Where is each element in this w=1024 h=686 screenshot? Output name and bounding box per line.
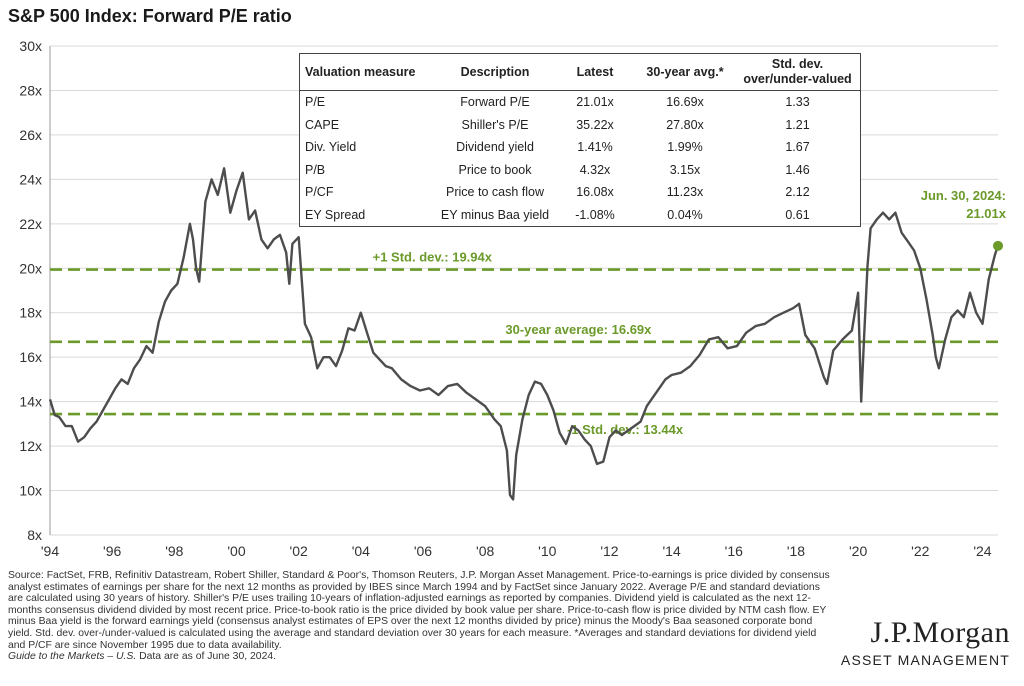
x-tick-label: '24 — [973, 543, 991, 559]
latest-date-label: Jun. 30, 2024: — [921, 188, 1006, 203]
header-std-dev: Std. dev. over/under-valued — [735, 54, 860, 91]
x-tick-label: '06 — [414, 543, 432, 559]
x-tick-label: '02 — [290, 543, 308, 559]
header-std-dev-line2: over/under-valued — [743, 72, 852, 86]
table-cell: 1.21 — [785, 117, 810, 132]
table-cell: 1.67 — [785, 140, 810, 155]
table-cell: Forward P/E — [460, 95, 530, 110]
x-tick-label: '22 — [911, 543, 929, 559]
table-header-row: Valuation measure Description Latest 30-… — [300, 54, 860, 91]
y-tick-label: 14x — [19, 394, 42, 410]
y-tick-label: 12x — [19, 438, 42, 454]
x-tick-label: '04 — [352, 543, 370, 559]
chart-title: S&P 500 Index: Forward P/E ratio — [8, 6, 292, 26]
y-tick-label: 10x — [19, 483, 42, 499]
header-30yr-avg: 30-year avg.* — [635, 54, 735, 91]
table-cell: 27.80x — [666, 117, 704, 132]
valuation-table: Valuation measure Description Latest 30-… — [299, 53, 861, 227]
y-tick-label: 26x — [19, 127, 42, 143]
latest-value-dot — [993, 240, 1003, 251]
jpmorgan-logo: J.P.Morgan ASSET MANAGEMENT — [841, 616, 1010, 668]
latest-value-label: 21.01x — [966, 206, 1007, 221]
x-tick-label: '96 — [103, 543, 121, 559]
table-cell: Price to cash flow — [446, 185, 544, 200]
table-cell: 1.99% — [667, 140, 703, 155]
table-cell: 11.23x — [666, 185, 704, 200]
x-tick-label: '14 — [663, 543, 681, 559]
table-cell: 1.33 — [785, 95, 810, 110]
table-row: EY Spread EY minus Baa yield -1.08% 0.04% 0.… — [300, 204, 860, 227]
table-cell: 0.61 — [785, 207, 810, 222]
table-cell: EY Spread — [305, 207, 366, 222]
table-cell: -1.08% — [575, 207, 615, 222]
header-latest: Latest — [555, 54, 635, 91]
table-cell: 21.01x — [576, 95, 614, 110]
table-row: P/CF Price to cash flow 16.08x 11.23x 2.12 — [300, 181, 860, 204]
x-tick-label: '16 — [725, 543, 743, 559]
y-tick-label: 28x — [19, 82, 42, 98]
annotation-layer: Jun. 30, 2024: 21.01x — [921, 188, 1007, 251]
table-cell: 2.12 — [785, 185, 810, 200]
table-row: P/E Forward P/E 21.01x 16.69x 1.33 — [300, 91, 860, 114]
y-tick-label: 24x — [19, 171, 42, 187]
table-cell: 1.46 — [785, 162, 810, 177]
table-cell: 3.15x — [669, 162, 701, 177]
x-tick-label: '08 — [476, 543, 494, 559]
table-cell: Price to book — [458, 162, 532, 177]
logo-name: J.P.Morgan — [870, 616, 1010, 649]
y-tick-label: 22x — [19, 216, 42, 232]
x-axis-ticks: '94 '96 '98 '00 '02 '04 '06 '08 '10 '12 '14 '16 '18 '… — [41, 543, 992, 559]
x-tick-label: '10 — [538, 543, 556, 559]
table-cell: 4.32x — [579, 162, 611, 177]
table-row: CAPE Shiller's P/E 35.22x 27.80x 1.21 — [300, 114, 860, 137]
table-row: Div. Yield Dividend yield 1.41% 1.99% 1.67 — [300, 136, 860, 159]
table-cell: 0.04% — [667, 207, 703, 222]
table-body: P/E Forward P/E 21.01x 16.69x 1.33 CAPE Shille… — [300, 91, 860, 227]
table-cell: P/B — [305, 162, 326, 177]
table-cell: 1.41% — [577, 140, 613, 155]
header-valuation-measure: Valuation measure — [300, 54, 435, 91]
reference-line-label: -1 Std. dev.: 13.44x — [567, 422, 684, 437]
x-tick-label: '20 — [849, 543, 867, 559]
table-cell: Dividend yield — [456, 140, 534, 155]
footnote-guide: Guide to the Markets – U.S. — [8, 651, 137, 663]
table-cell: EY minus Baa yield — [440, 207, 550, 222]
table-cell: 16.69x — [666, 95, 704, 110]
series-layer — [48, 167, 1000, 501]
x-tick-label: '12 — [600, 543, 618, 559]
footnote-text: Source: FactSet, FRB, Refinitiv Datastre… — [8, 570, 830, 651]
reference-line-label: +1 Std. dev.: 19.94x — [373, 250, 493, 265]
y-axis-ticks: 8x 10x 12x 14x 16x 18x 20x 22x 24x 26x 28x 30x — [19, 38, 42, 543]
footnote: Source: FactSet, FRB, Refinitiv Datastre… — [8, 570, 836, 663]
reference-line-label: 30-year average: 16.69x — [505, 322, 652, 337]
y-tick-label: 8x — [27, 527, 42, 543]
x-tick-label: '94 — [41, 543, 59, 559]
y-tick-label: 20x — [19, 260, 42, 276]
x-tick-label: '00 — [227, 543, 245, 559]
table-cell: Div. Yield — [305, 140, 357, 155]
pe-series-line — [48, 167, 1000, 501]
header-description: Description — [435, 54, 555, 91]
table-cell: 35.22x — [576, 117, 614, 132]
table-cell: Shiller's P/E — [461, 117, 529, 132]
footnote-as-of: Data are as of June 30, 2024. — [136, 651, 277, 663]
x-tick-label: '98 — [165, 543, 183, 559]
header-std-dev-line1: Std. dev. — [771, 57, 824, 71]
table-cell: 16.08x — [576, 185, 614, 200]
logo-subtitle: ASSET MANAGEMENT — [840, 652, 1010, 668]
table-cell: CAPE — [305, 117, 340, 132]
table-row: P/B Price to book 4.32x 3.15x 1.46 — [300, 159, 860, 182]
y-tick-label: 16x — [19, 349, 42, 365]
y-tick-label: 30x — [19, 38, 42, 54]
y-tick-label: 18x — [19, 305, 42, 321]
x-tick-label: '18 — [787, 543, 805, 559]
table-cell: P/E — [305, 95, 326, 110]
table-cell: P/CF — [305, 185, 334, 200]
